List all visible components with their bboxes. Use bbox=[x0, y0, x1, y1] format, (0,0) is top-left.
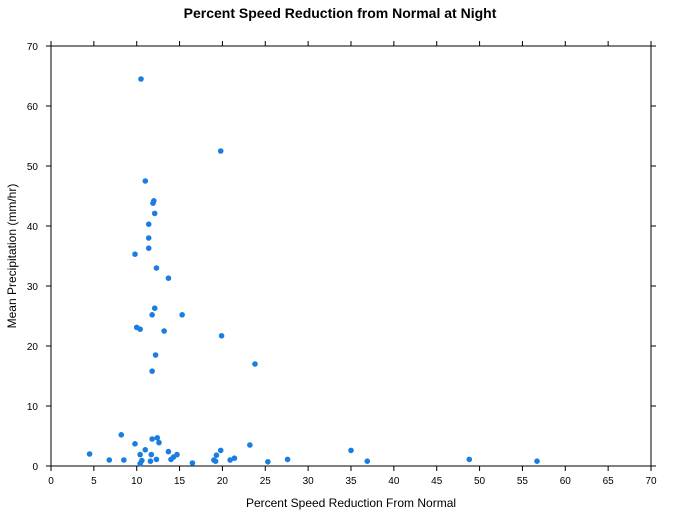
y-tick-label: 0 bbox=[32, 462, 38, 473]
data-point bbox=[165, 448, 172, 455]
data-point bbox=[137, 460, 143, 467]
data-point bbox=[252, 361, 258, 367]
x-tick-label: 15 bbox=[174, 476, 186, 487]
x-tick-label: 0 bbox=[48, 476, 54, 487]
data-point bbox=[145, 245, 152, 251]
data-points bbox=[86, 76, 540, 467]
data-point bbox=[138, 76, 144, 82]
data-point bbox=[142, 178, 149, 184]
data-point bbox=[145, 221, 152, 227]
x-tick-label: 65 bbox=[603, 476, 615, 487]
data-point bbox=[534, 458, 540, 465]
data-point bbox=[466, 456, 473, 463]
data-point bbox=[227, 457, 233, 463]
data-point bbox=[142, 447, 149, 453]
x-tick-label: 25 bbox=[260, 476, 272, 487]
x-tick-label: 20 bbox=[217, 476, 229, 487]
x-tick-label: 10 bbox=[131, 476, 143, 487]
data-point bbox=[137, 451, 143, 458]
data-point bbox=[106, 457, 113, 463]
data-point bbox=[152, 352, 159, 358]
data-point bbox=[151, 305, 158, 312]
x-axis-label: Percent Speed Reduction From Normal bbox=[246, 496, 456, 510]
chart-title: Percent Speed Reduction from Normal at N… bbox=[184, 5, 497, 21]
data-point bbox=[217, 447, 224, 454]
x-tick-label: 40 bbox=[388, 476, 400, 487]
data-point bbox=[179, 312, 185, 318]
data-point bbox=[148, 451, 155, 458]
data-point bbox=[348, 447, 354, 454]
data-point bbox=[151, 210, 158, 217]
data-point bbox=[145, 235, 152, 241]
x-tick-label: 5 bbox=[91, 476, 97, 487]
x-tick-label: 35 bbox=[345, 476, 357, 487]
data-point bbox=[153, 265, 160, 271]
x-tick-label: 50 bbox=[474, 476, 486, 487]
axis-ticks: 0 5 10 15 20 25 30 35 40 45 50 55 60 65 70 0 10 20 30 40 50 6… bbox=[27, 41, 657, 487]
data-point bbox=[165, 275, 172, 282]
data-point bbox=[231, 455, 238, 462]
data-point bbox=[150, 200, 156, 206]
data-point bbox=[118, 432, 125, 438]
data-point bbox=[212, 458, 219, 465]
data-point bbox=[132, 251, 138, 257]
y-tick-label: 10 bbox=[27, 402, 39, 413]
data-point bbox=[149, 312, 155, 318]
data-point bbox=[265, 459, 271, 465]
data-point bbox=[213, 452, 220, 459]
y-tick-label: 50 bbox=[27, 162, 39, 173]
data-point bbox=[149, 436, 155, 442]
x-tick-label: 60 bbox=[560, 476, 572, 487]
plot-frame bbox=[50, 45, 652, 467]
data-point bbox=[168, 456, 174, 463]
data-point bbox=[86, 451, 93, 457]
data-point bbox=[121, 457, 127, 463]
y-tick-label: 30 bbox=[27, 282, 39, 293]
data-point bbox=[284, 456, 291, 463]
x-tick-label: 30 bbox=[303, 476, 315, 487]
y-tick-label: 70 bbox=[27, 42, 39, 53]
y-axis-label: Mean Precipitation (mm/hr) bbox=[5, 184, 19, 329]
data-point bbox=[217, 148, 224, 154]
data-point bbox=[137, 326, 143, 333]
x-tick-label: 55 bbox=[517, 476, 529, 487]
data-point bbox=[154, 435, 161, 441]
data-point bbox=[149, 368, 155, 375]
data-point bbox=[247, 442, 253, 448]
data-point bbox=[132, 441, 138, 447]
data-point bbox=[161, 328, 167, 334]
data-point bbox=[153, 456, 160, 463]
y-tick-label: 60 bbox=[27, 102, 39, 113]
data-point bbox=[147, 458, 154, 465]
data-point bbox=[218, 333, 225, 339]
data-point bbox=[364, 458, 371, 465]
data-point bbox=[189, 460, 196, 466]
y-tick-label: 40 bbox=[27, 222, 39, 233]
x-tick-label: 70 bbox=[645, 476, 657, 487]
y-tick-label: 20 bbox=[27, 342, 39, 353]
x-tick-label: 45 bbox=[431, 476, 443, 487]
data-point bbox=[156, 439, 162, 446]
